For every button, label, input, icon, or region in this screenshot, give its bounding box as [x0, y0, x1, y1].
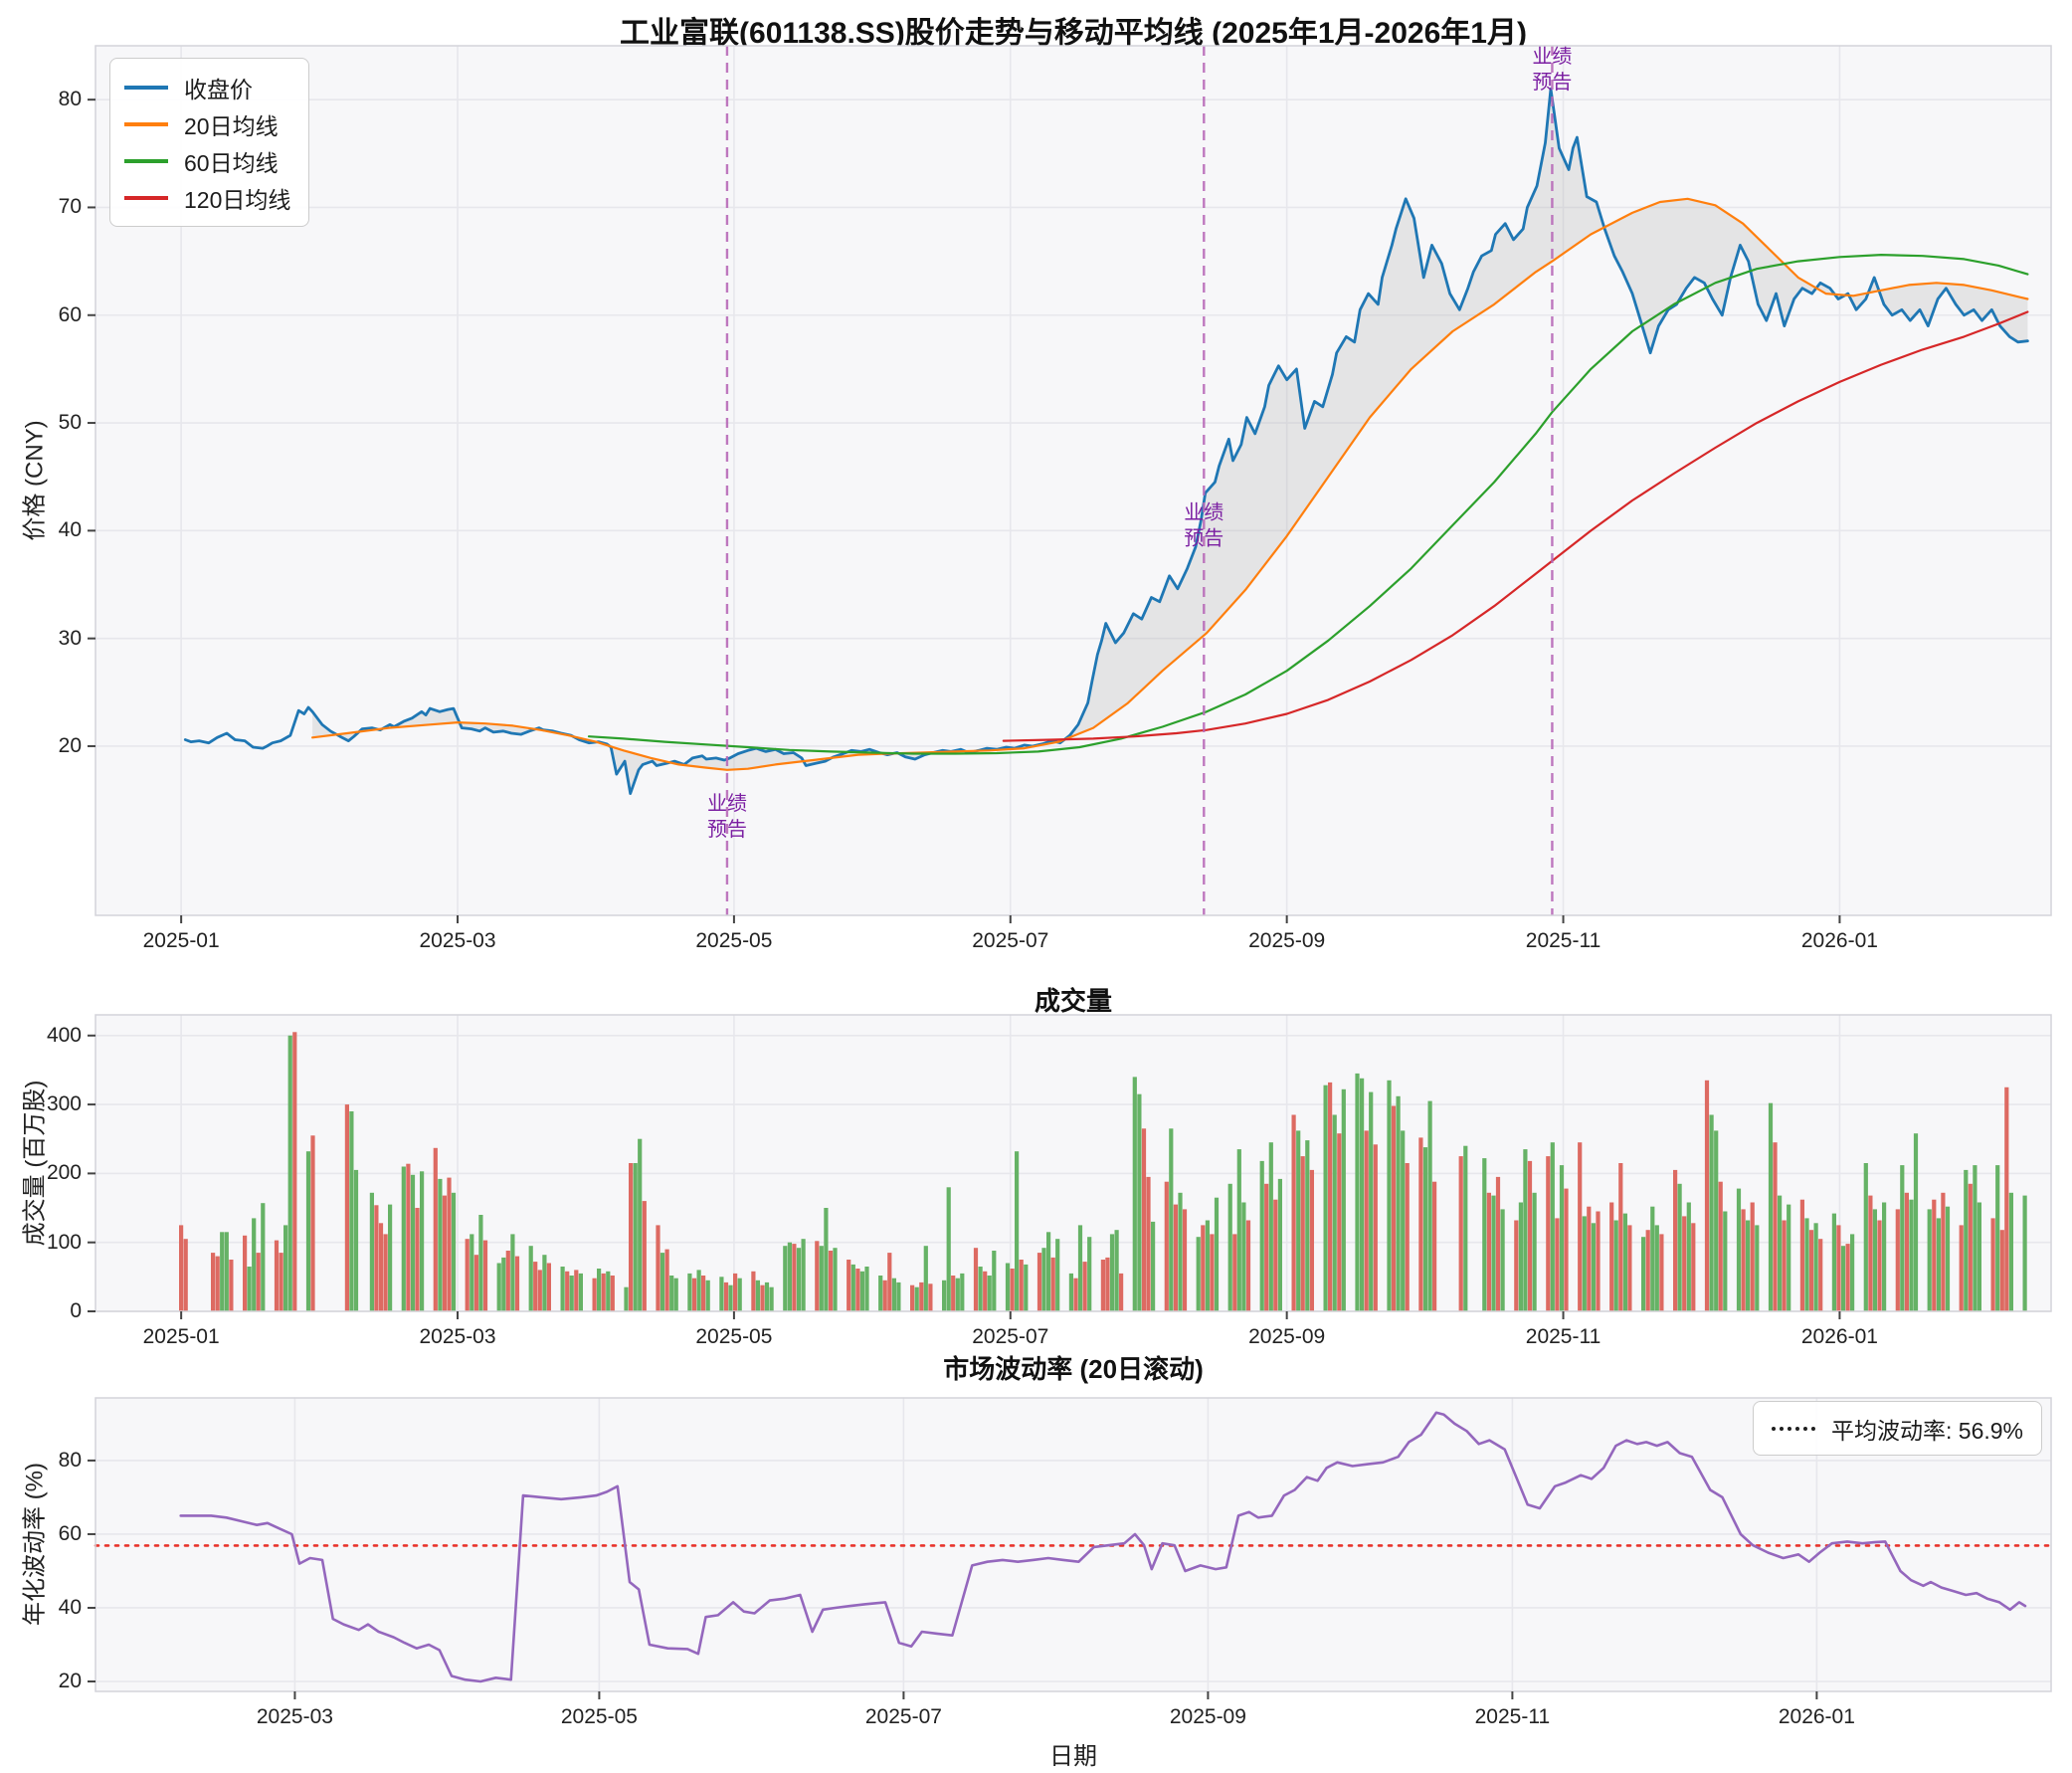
y-tick-label: 70: [58, 195, 82, 219]
x-tick-label: 2025-11: [1525, 1325, 1601, 1348]
line-swatch-icon: [124, 195, 168, 200]
earnings-forecast-annotation: 业绩预告: [1184, 500, 1224, 549]
x-tick-label: 2025-01: [142, 1325, 220, 1348]
y-tick-label: 20: [58, 733, 82, 757]
volatility-title: 市场波动率 (20日滚动): [943, 1354, 1204, 1384]
x-tick-label: 2025-09: [1248, 929, 1326, 952]
y-tick-label: 60: [58, 1521, 82, 1545]
x-tick-label: 2026-01: [1800, 929, 1878, 952]
x-tick-label: 2025-01: [142, 929, 220, 952]
line-swatch-icon: [124, 121, 168, 126]
figure-title: 工业富联(601138.SS)股价走势与移动平均线 (2025年1月-2026年…: [620, 17, 1527, 50]
y-tick-label: 50: [58, 411, 82, 435]
earnings-forecast-annotation: 业绩预告: [707, 792, 747, 841]
x-tick-label: 2025-05: [695, 929, 773, 952]
x-tick-label: 2026-01: [1778, 1705, 1855, 1728]
y-tick-label: 60: [58, 302, 82, 326]
y-tick-label: 30: [58, 626, 82, 650]
y-tick-label: 200: [46, 1161, 82, 1185]
y-tick-label: 0: [70, 1299, 82, 1322]
x-tick-label: 2025-09: [1248, 1325, 1326, 1348]
volatility-legend: 平均波动率: 56.9%: [1753, 1401, 2042, 1456]
x-axis-label: 日期: [1049, 1743, 1097, 1770]
y-tick-label: 100: [46, 1230, 82, 1254]
dotted-line-icon: [1772, 1426, 1815, 1431]
y-tick-label: 40: [58, 518, 82, 542]
x-tick-label: 2025-11: [1474, 1705, 1551, 1728]
line-swatch-icon: [124, 158, 168, 163]
x-tick-label: 2025-03: [256, 1705, 333, 1728]
x-tick-label: 2025-03: [419, 1325, 496, 1348]
legend-label: 收盘价: [184, 76, 253, 102]
legend-item: 收盘价: [124, 69, 290, 105]
legend-item: 60日均线: [124, 142, 290, 179]
x-tick-label: 2025-11: [1525, 929, 1601, 952]
y-tick-label: 40: [58, 1595, 82, 1619]
y-tick-label: 80: [58, 88, 82, 111]
x-tick-label: 2026-01: [1800, 1325, 1878, 1348]
legend-label: 20日均线: [184, 112, 279, 139]
mean-volatility-legend-item: 平均波动率: 56.9%: [1772, 1410, 2023, 1447]
y-tick-label: 80: [58, 1448, 82, 1472]
price-legend: 收盘价 20日均线 60日均线 120日均线: [109, 58, 310, 227]
y-tick-label: 400: [46, 1023, 82, 1047]
legend-item: 120日均线: [124, 179, 290, 216]
x-tick-label: 2025-05: [560, 1705, 638, 1728]
y-tick-label: 300: [46, 1092, 82, 1116]
line-swatch-icon: [124, 85, 168, 90]
legend-label: 60日均线: [184, 149, 279, 176]
x-tick-label: 2025-03: [419, 929, 496, 952]
x-tick-label: 2025-07: [972, 929, 1049, 952]
x-tick-label: 2025-07: [972, 1325, 1049, 1348]
y-tick-label: 20: [58, 1670, 82, 1692]
x-tick-label: 2025-09: [1169, 1705, 1246, 1728]
x-tick-label: 2025-07: [864, 1705, 942, 1728]
mean-volatility-label: 平均波动率: 56.9%: [1831, 1417, 2023, 1444]
volume-title: 成交量: [1034, 986, 1112, 1016]
x-tick-label: 2025-05: [695, 1325, 773, 1348]
legend-label: 120日均线: [184, 186, 291, 213]
earnings-forecast-annotation: 业绩预告: [1532, 45, 1572, 94]
legend-item: 20日均线: [124, 105, 290, 142]
